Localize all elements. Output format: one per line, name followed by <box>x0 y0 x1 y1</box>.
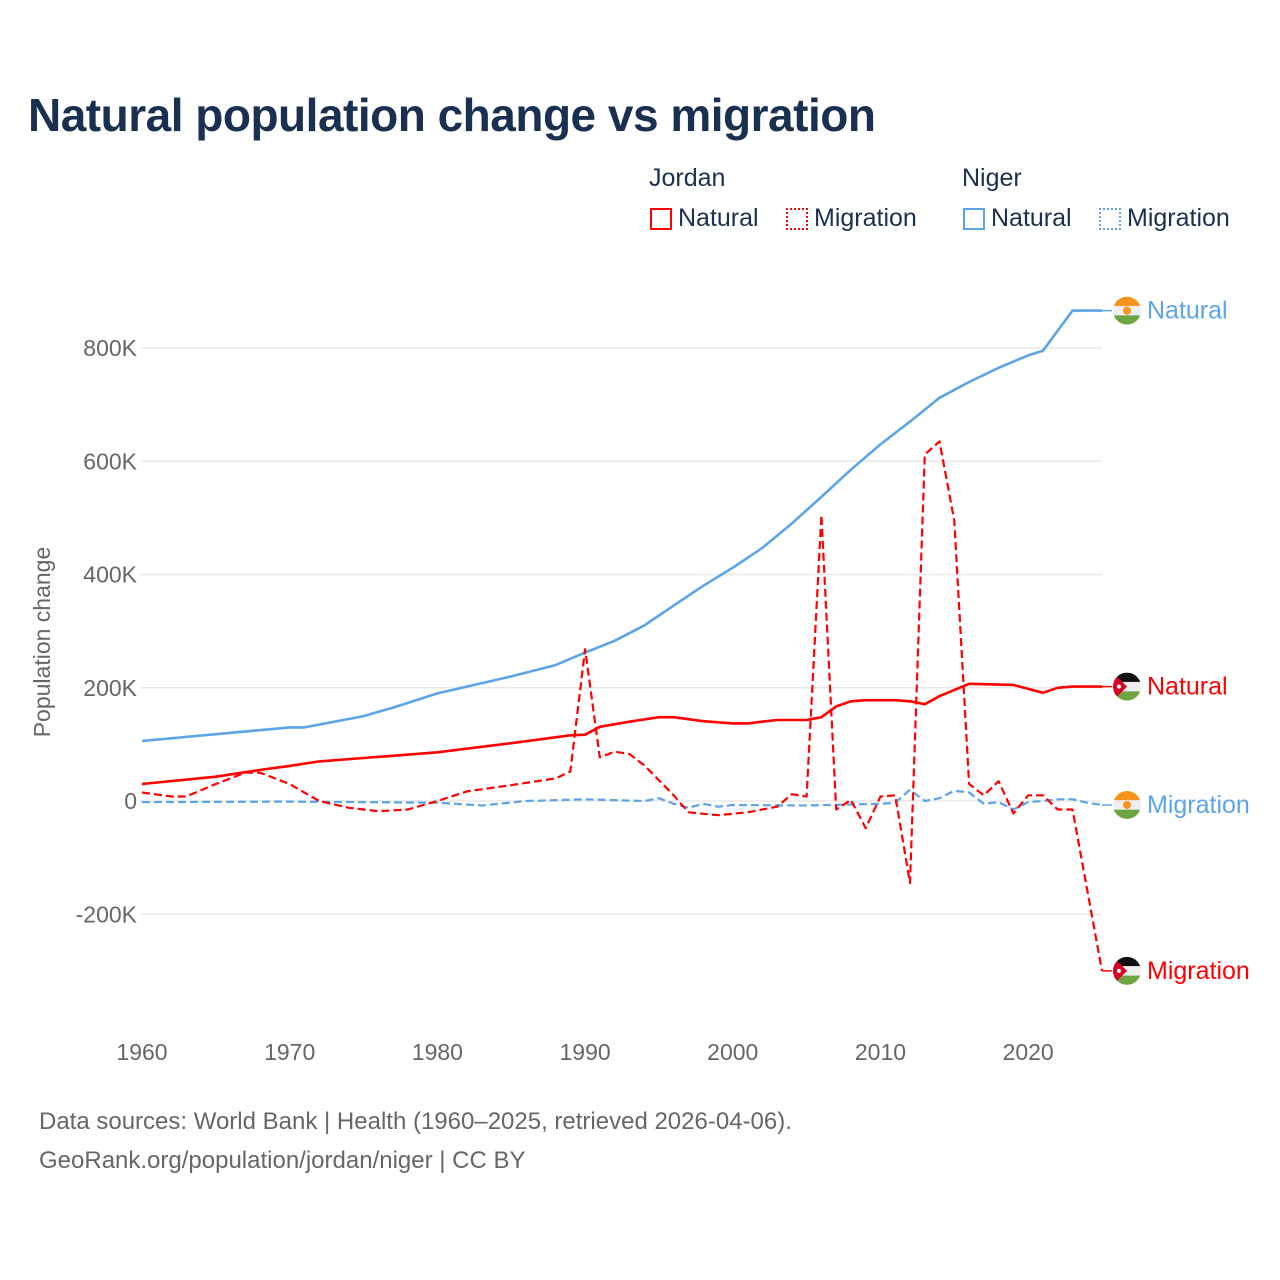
y-tick-label: -200K <box>76 901 138 927</box>
x-tick-label: 1960 <box>116 1039 167 1065</box>
flag-body <box>1113 956 1141 985</box>
series-end-label: Migration <box>1147 791 1250 819</box>
flag-stripe <box>1113 790 1141 801</box>
source-text: Data sources: World Bank | Health (1960–… <box>39 1108 792 1135</box>
x-tick-label: 2010 <box>855 1039 906 1065</box>
flag-body <box>1113 790 1141 819</box>
legend-jordan-migration[interactable]: Migration <box>786 204 917 233</box>
legend-label: Natural <box>678 204 759 232</box>
legend-group-niger: Niger <box>962 164 1022 192</box>
flag-body <box>1113 296 1141 325</box>
series-niger-natural <box>141 309 1102 743</box>
flag-stripe <box>1113 672 1141 683</box>
flag-jordan-icon <box>1113 956 1141 985</box>
y-tick-label: 200K <box>83 675 137 701</box>
legend-label: Migration <box>1127 204 1230 232</box>
series-jordan-migration <box>141 440 1104 972</box>
series-end-label: Natural <box>1147 673 1228 701</box>
flag-star <box>1117 684 1121 689</box>
flag-body <box>1113 672 1141 701</box>
flag-star <box>1117 968 1121 973</box>
legend-label: Natural <box>991 204 1072 232</box>
y-axis-label: Population change <box>29 547 55 738</box>
legend-swatch-solid-blue <box>963 207 985 230</box>
flag-jordan-icon <box>1113 672 1141 701</box>
series-end-label: Migration <box>1147 957 1250 985</box>
x-tick-label: 2000 <box>707 1039 758 1065</box>
flag-niger-icon <box>1113 296 1141 325</box>
legend-group-jordan: Jordan <box>649 164 726 192</box>
source-link[interactable]: GeoRank.org/population/jordan/niger | CC… <box>39 1147 526 1174</box>
legend-swatch-dotted-red <box>786 207 808 230</box>
legend-jordan-natural[interactable]: Natural <box>650 204 759 233</box>
series-niger-migration <box>141 788 1103 811</box>
chart-title: Natural population change vs migration <box>28 89 876 141</box>
series-jordan-natural <box>141 682 1102 786</box>
y-tick-label: 0 <box>124 788 137 814</box>
legend-niger-natural[interactable]: Natural <box>963 204 1072 233</box>
x-tick-label: 1990 <box>559 1039 610 1065</box>
y-tick-label: 400K <box>83 562 137 588</box>
flag-niger-icon <box>1113 790 1141 819</box>
flag-stripe <box>1113 315 1141 325</box>
legend-swatch-solid-red <box>650 207 672 230</box>
x-tick-label: 1970 <box>264 1039 315 1065</box>
flag-stripe <box>1113 975 1141 985</box>
legend-niger-migration[interactable]: Migration <box>1099 204 1230 233</box>
flag-sun <box>1123 800 1131 809</box>
flag-sun <box>1123 306 1131 315</box>
legend-swatch-dotted-blue <box>1099 207 1121 230</box>
y-tick-label: 600K <box>83 448 137 474</box>
flag-stripe <box>1113 956 1141 967</box>
y-tick-label: 800K <box>83 335 137 361</box>
x-tick-label: 2020 <box>1003 1039 1054 1065</box>
flag-stripe <box>1113 809 1141 819</box>
x-tick-label: 1980 <box>412 1039 463 1065</box>
series-end-label: Natural <box>1147 297 1228 325</box>
legend-label: Migration <box>814 204 917 232</box>
flag-stripe <box>1113 296 1141 307</box>
flag-stripe <box>1113 691 1141 701</box>
